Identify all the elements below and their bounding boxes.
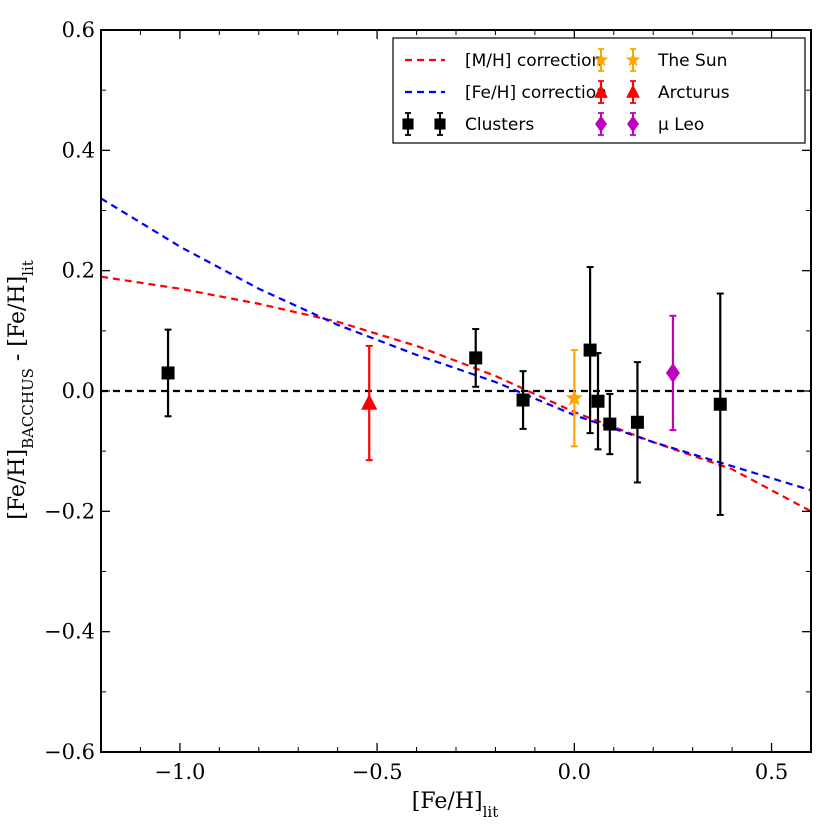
data-point-0-6: [630, 415, 644, 429]
data-point-2-0: [361, 394, 378, 410]
data-point-0-1: [469, 351, 483, 365]
y-tick-label: 0.4: [62, 138, 95, 162]
correction-line-0: [101, 275, 811, 513]
legend-label: μ Leo: [658, 115, 704, 135]
y-tick-label: 0.0: [62, 379, 95, 403]
legend-label: Arcturus: [658, 83, 730, 103]
legend-label: [Fe/H] correction: [465, 83, 607, 103]
legend-marker-2-0: [402, 118, 414, 130]
legend-label: Clusters: [465, 115, 534, 135]
x-tick-label: −1.0: [154, 760, 205, 784]
data-point-0-2: [516, 393, 530, 407]
legend-marker-3-1: [625, 52, 641, 67]
legend-marker-3-0: [593, 52, 609, 67]
data-point-0-4: [591, 394, 605, 408]
y-tick-label: −0.4: [44, 620, 95, 644]
correction-line-1: [101, 197, 811, 492]
x-tick-label: −0.5: [352, 760, 403, 784]
data-point-1-0: [565, 389, 583, 406]
legend-marker-4-1: [626, 84, 640, 98]
y-tick-label: −0.2: [44, 499, 95, 523]
y-axis-title: [Fe/H]BACCHUS - [Fe/H]lit: [5, 260, 37, 520]
data-point-3-0: [665, 362, 680, 383]
data-point-0-0: [161, 366, 175, 380]
data-point-0-5: [603, 417, 617, 431]
legend-marker-4-0: [594, 84, 608, 98]
legend-label: [M/H] correction: [465, 51, 602, 71]
data-point-0-3: [583, 343, 597, 357]
legend-marker-5-0: [595, 115, 607, 133]
data-point-0-7: [713, 397, 727, 411]
y-tick-label: 0.2: [62, 259, 95, 283]
x-tick-label: 0.0: [558, 760, 591, 784]
y-tick-label: 0.6: [62, 18, 95, 42]
legend-marker-2-1: [434, 118, 446, 130]
x-axis-title: [Fe/H]lit: [412, 789, 498, 821]
x-tick-label: 0.5: [755, 760, 788, 784]
legend-marker-5-1: [627, 115, 639, 133]
y-tick-label: −0.6: [44, 740, 95, 764]
legend-label: The Sun: [657, 51, 727, 71]
